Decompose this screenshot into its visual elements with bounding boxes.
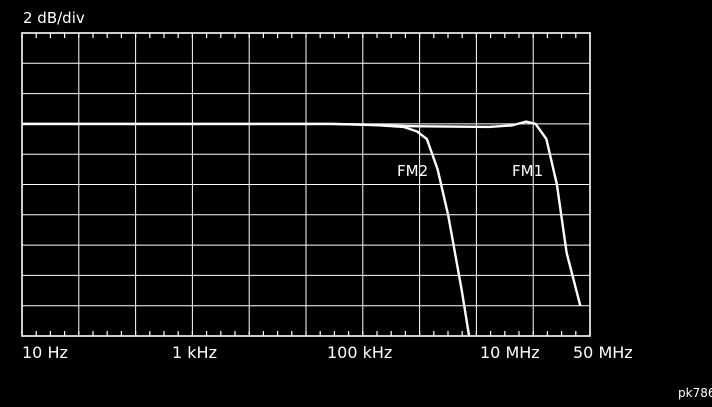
series-label-fm2: FM2 (397, 162, 429, 180)
series-label-fm1: FM1 (512, 162, 544, 180)
series-line-fm1 (22, 120, 582, 307)
x-tick-label: 1 kHz (172, 343, 217, 362)
response-curves (22, 120, 582, 337)
x-tick-label: 10 MHz (480, 343, 540, 362)
scale-label: 2 dB/div (23, 9, 85, 27)
graticule (21, 32, 591, 337)
series-line-fm2 (22, 122, 471, 337)
x-tick-label: 50 MHz (573, 343, 633, 362)
x-tick-label: 100 kHz (327, 343, 393, 362)
figure-id: pk786 (678, 386, 712, 400)
x-tick-label: 10 Hz (22, 343, 68, 362)
